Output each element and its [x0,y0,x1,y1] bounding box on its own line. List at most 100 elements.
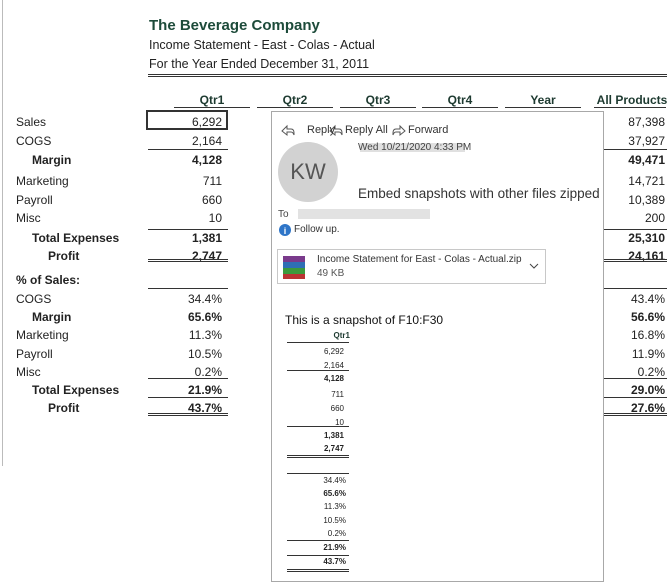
chevron[interactable] [529,263,539,269]
snapshot-value: 711 [331,390,344,399]
zip-icon [283,274,305,279]
column-header: Qtr3 [365,93,391,107]
column-header: All Products [596,93,667,107]
email-window: i Reply Reply All Forward Wed 10/21/2020… [271,111,604,582]
snapshot-percent: 11.3% [323,502,346,511]
snapshot-header: Qtr1 [333,331,350,340]
recipient-blur [298,209,430,219]
all-products-cell: 87,398 [628,115,665,129]
qtr1-cell: 660 [201,193,222,207]
email-graphics: i [277,124,546,284]
row-label: COGS [16,292,52,306]
zip-icon [283,256,305,262]
snapshot-rule [287,555,349,556]
reply-icon[interactable] [281,124,295,137]
column-header: Qtr1 [199,93,225,107]
cell-rule [595,259,667,262]
cell-rule [595,229,667,230]
qtr1-cell: 43.7% [187,401,222,415]
attachment-box[interactable] [277,249,546,284]
to-label: To [278,209,289,220]
qtr1-cell: 711 [202,174,222,188]
column-header: Qtr4 [447,93,473,107]
snapshot-percent: 43.7% [323,557,346,566]
all-products-cell: 49,471 [628,153,665,167]
selected-cell [146,110,228,130]
row-label: Marketing [16,328,69,342]
action-forward[interactable]: Forward [408,124,449,136]
header-underline [174,107,250,108]
column-header: Year [530,93,556,107]
all-products-cell: 14,721 [628,174,665,188]
subject: Embed snapshots with other files zipped [358,186,600,201]
snapshot-value: 660 [330,404,344,413]
cell-rule [148,397,228,398]
reply-all-icon[interactable] [329,124,343,137]
snapshot-percent: 10.5% [323,516,346,525]
row-label: Total Expenses [32,383,120,397]
cell-rule [148,259,228,262]
period: For the Year Ended December 31, 2011 [149,57,370,71]
cell-rule [595,397,667,398]
all-products-cell: 200 [644,211,665,225]
snapshot-value: 6,292 [323,347,344,356]
snapshot-value: 4,128 [323,374,344,383]
info-icon [279,224,291,236]
cell-rule [148,149,228,150]
row-label: Payroll [16,193,53,207]
header-underline [340,107,416,108]
attachment-name[interactable]: Income Statement for East - Colas - Actu… [317,254,522,265]
header-underline [257,107,333,108]
avatar [278,142,338,202]
all-products-cell: 29.0% [630,383,665,397]
all-products-cell: 10,389 [628,193,665,207]
qtr1-cell: 10 [208,211,222,225]
snapshot-percent: 65.6% [323,489,346,498]
header-underline [505,107,581,108]
action-reply-all[interactable]: Reply All [345,124,388,136]
forward-icon[interactable] [392,124,406,137]
snapshot-rule [287,342,349,343]
all-products-cell: 43.4% [630,292,665,306]
cell-rule [595,378,667,379]
header-rule [148,74,667,77]
cell-rule [148,378,228,379]
snapshot-rule [287,455,349,458]
zip-icon [283,268,305,274]
row-label: Misc [16,211,41,225]
action-reply[interactable]: Reply [307,124,336,136]
snapshot-rule [287,370,349,371]
snapshot-value: 2,164 [323,361,344,370]
header-underline [594,107,666,108]
snapshot-rule [287,540,349,541]
all-products-cell: 56.6% [630,310,665,324]
all-products-cell: 37,927 [628,134,665,148]
sender-blur [360,143,465,152]
row-label: Total Expenses [32,231,120,245]
qtr1-cell: 2,164 [191,134,222,148]
snapshot-rule [287,426,349,427]
row-label: Misc [16,365,41,379]
qtr1-cell: 11.3% [188,328,222,342]
qtr1-cell: 10.5% [187,347,222,361]
info-glyph: i [284,226,287,236]
snapshot-value: 1,381 [323,431,344,440]
row-label: Margin [32,153,72,167]
subtitle: Income Statement - East - Colas - Actual [149,38,375,52]
snapshot-rule [287,569,349,572]
qtr1-cell: 4,128 [191,153,222,167]
snapshot-rule [287,473,349,474]
sheet-edge [2,0,3,466]
header-underline [422,107,498,108]
row-label: Payroll [16,347,53,361]
cell-rule [595,288,667,289]
snapshot-value: 2,747 [323,444,344,453]
row-label: Profit [48,249,80,263]
cell-rule [595,149,667,150]
qtr1-cell: 65.6% [187,310,222,324]
cell-rule [148,413,228,416]
row-label: Profit [48,401,80,415]
snapshot-percent: 21.9% [323,543,346,552]
attachment-size: 49 KB [317,268,345,279]
snapshot-percent: 0.2% [327,529,346,538]
